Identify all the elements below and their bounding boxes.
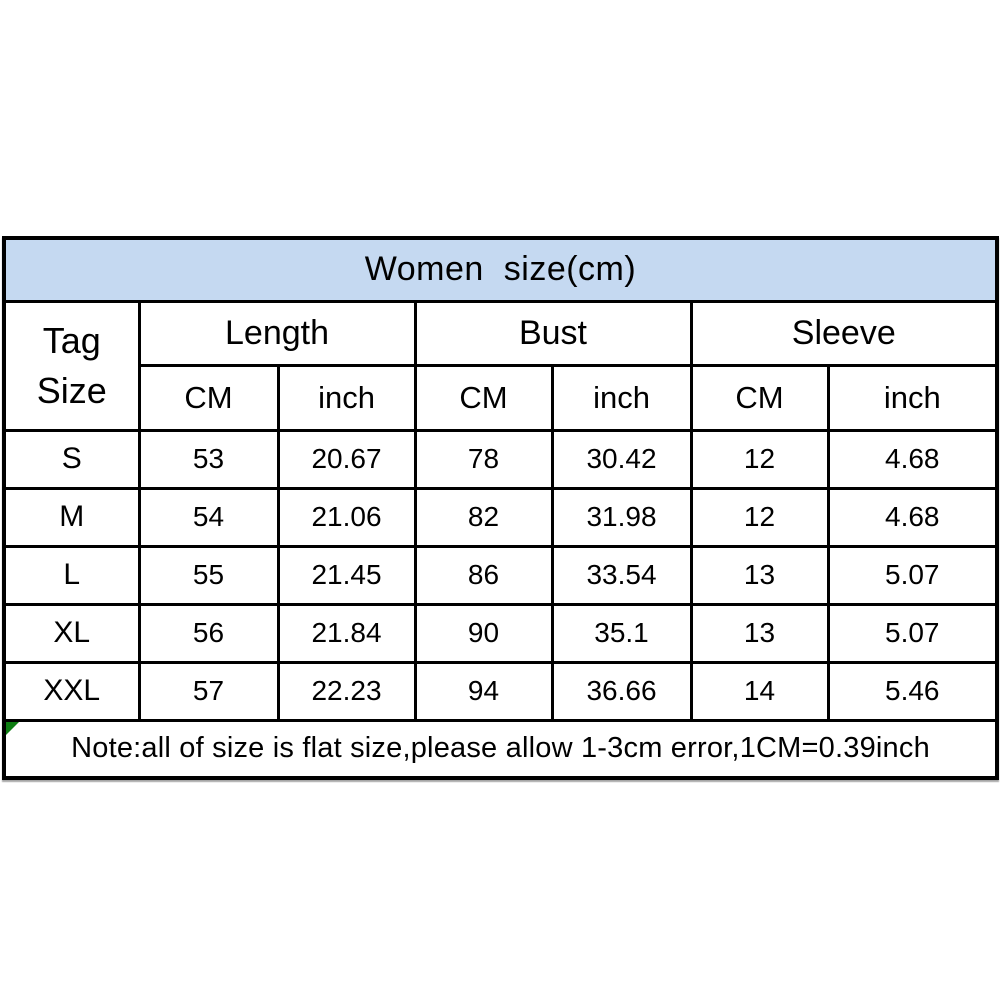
bust-cm-value: 94 — [413, 660, 554, 722]
bust-cm-value: 86 — [413, 544, 554, 606]
length-cm-value: 56 — [137, 602, 280, 664]
sleeve-inch-header: inch — [826, 363, 999, 432]
tag-size-header: Tag Size — [2, 299, 141, 432]
group-header-length: Length — [137, 299, 417, 367]
sleeve-inch-value: 4.68 — [826, 486, 999, 548]
table-row-l: L 55 21.45 86 33.54 13 5.07 — [2, 544, 999, 606]
bust-inch-value: 33.54 — [550, 544, 693, 606]
sleeve-cm-value: 12 — [689, 428, 830, 490]
bust-inch-value: 30.42 — [550, 428, 693, 490]
tag-size-line2: Size — [36, 369, 107, 411]
table-row-xl: XL 56 21.84 90 35.1 13 5.07 — [2, 602, 999, 664]
sleeve-cm-header: CM — [689, 363, 830, 432]
table-row-xxl: XXL 57 22.23 94 36.66 14 5.46 — [2, 660, 999, 722]
length-cm-value: 54 — [137, 486, 280, 548]
unit-header-row: CM inch CM inch CM inch — [4, 363, 999, 432]
table-title-row: Women size(cm) — [2, 236, 999, 303]
bust-inch-value: 35.1 — [550, 602, 693, 664]
length-cm-value: 53 — [137, 428, 280, 490]
tag-size-line1: Tag — [42, 319, 101, 361]
group-header-sleeve: Sleeve — [689, 299, 999, 367]
bust-cm-value: 90 — [413, 602, 554, 664]
length-cm-header: CM — [137, 363, 280, 432]
excel-error-marker-icon — [7, 723, 19, 735]
group-header-row: Tag Size Length Bust Sleeve — [2, 299, 999, 432]
length-inch-value: 21.45 — [276, 544, 417, 606]
length-inch-value: 21.06 — [276, 486, 417, 548]
group-header-bust: Bust — [413, 299, 693, 367]
bust-cm-value: 78 — [413, 428, 554, 490]
note-cell: Note:all of size is flat size,please all… — [2, 718, 999, 780]
sleeve-cm-value: 14 — [689, 660, 830, 722]
sleeve-cm-value: 12 — [689, 486, 830, 548]
table-row-s: S 53 20.67 78 30.42 12 4.68 — [2, 428, 999, 490]
length-inch-value: 21.84 — [276, 602, 417, 664]
bust-inch-header: inch — [550, 363, 693, 432]
bust-inch-value: 36.66 — [550, 660, 693, 722]
sleeve-inch-value: 5.46 — [826, 660, 999, 722]
size-chart-table: Women size(cm) Tag Size Length Bust Slee… — [2, 236, 999, 780]
length-cm-value: 55 — [137, 544, 280, 606]
size-label: M — [2, 486, 141, 548]
sleeve-inch-value: 4.68 — [826, 428, 999, 490]
note-text: Note:all of size is flat size,please all… — [71, 732, 930, 765]
size-label: XXL — [2, 660, 141, 722]
note-row: Note:all of size is flat size,please all… — [2, 718, 999, 780]
size-label: XL — [2, 602, 141, 664]
size-label: L — [2, 544, 141, 606]
sleeve-cm-value: 13 — [689, 602, 830, 664]
table-row-m: M 54 21.06 82 31.98 12 4.68 — [2, 486, 999, 548]
bust-cm-value: 82 — [413, 486, 554, 548]
sleeve-inch-value: 5.07 — [826, 544, 999, 606]
length-inch-header: inch — [276, 363, 417, 432]
length-inch-value: 22.23 — [276, 660, 417, 722]
sleeve-cm-value: 13 — [689, 544, 830, 606]
length-inch-value: 20.67 — [276, 428, 417, 490]
size-label: S — [2, 428, 141, 490]
length-cm-value: 57 — [137, 660, 280, 722]
size-chart: Women size(cm) Tag Size Length Bust Slee… — [2, 236, 999, 780]
bust-inch-value: 31.98 — [550, 486, 693, 548]
bust-cm-header: CM — [413, 363, 554, 432]
sleeve-inch-value: 5.07 — [826, 602, 999, 664]
table-title: Women size(cm) — [2, 236, 999, 303]
